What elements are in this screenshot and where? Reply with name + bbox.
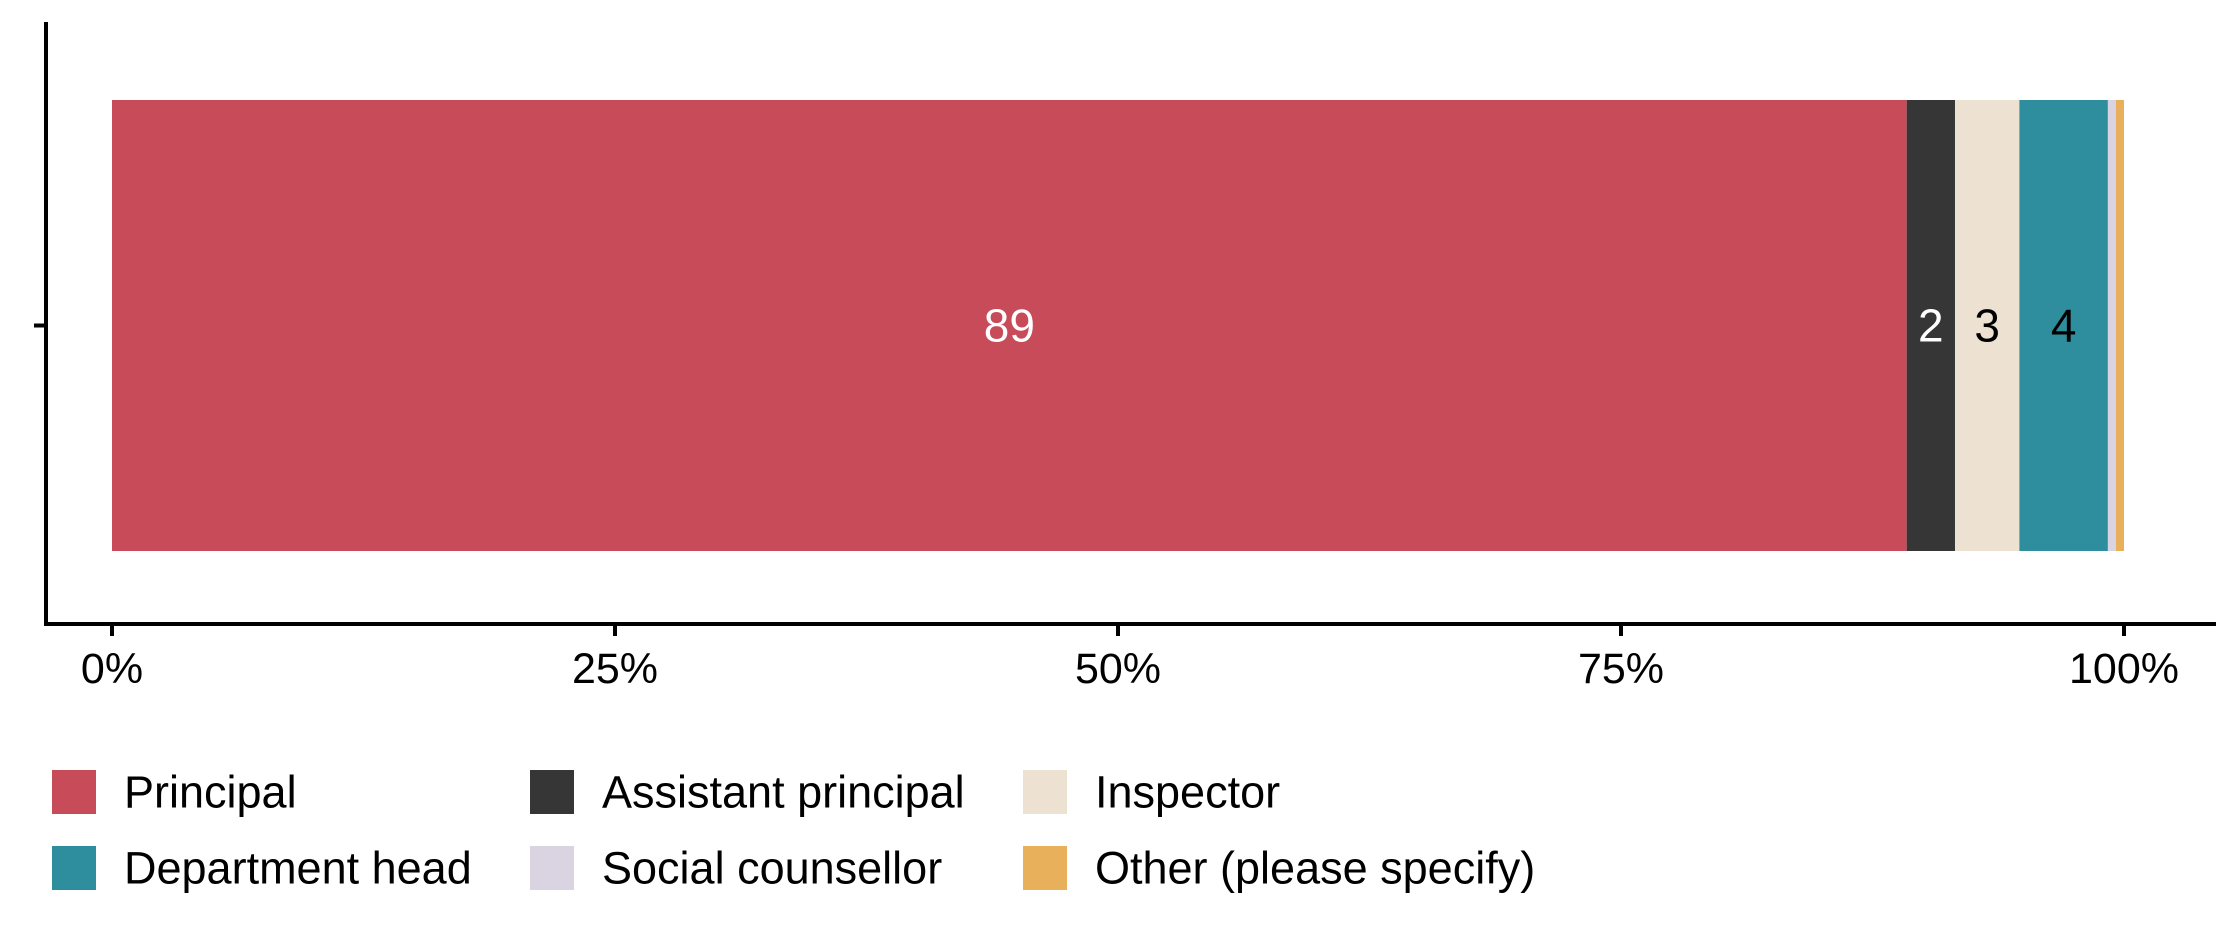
legend-swatch — [52, 846, 96, 890]
x-tick-label: 100% — [2069, 645, 2179, 693]
bar-segment-inspector — [1954, 100, 2020, 551]
bar-segment-social-counsellor — [2107, 100, 2116, 551]
legend-label: Assistant principal — [602, 767, 965, 818]
data-label-principal: 89 — [984, 300, 1035, 352]
legend-item-principal: Principal — [52, 767, 297, 818]
bars-layer — [112, 100, 2124, 551]
legend-swatch — [1023, 846, 1067, 890]
x-tick-label: 25% — [572, 645, 658, 693]
bar-segment-assistant-principal — [1906, 100, 1955, 551]
legend-label: Other (please specify) — [1095, 843, 1535, 894]
legend-label: Department head — [124, 843, 472, 894]
legend-label: Social counsellor — [602, 843, 942, 894]
legend-item-other-please-specify: Other (please specify) — [1023, 843, 1535, 894]
legend: Principal Assistant principal Inspector Dep… — [52, 767, 1535, 894]
legend-label: Principal — [124, 767, 297, 818]
legend-label: Inspector — [1095, 767, 1280, 818]
data-label-assistant-principal: 2 — [1918, 300, 1944, 352]
axes-layer: 0% 25% 50% 75% 100% — [34, 22, 2216, 693]
x-tick-label: 75% — [1578, 645, 1664, 693]
data-label-inspector: 3 — [1974, 300, 2000, 352]
legend-swatch — [530, 846, 574, 890]
legend-swatch — [530, 770, 574, 814]
bar-segment-principal — [112, 100, 1907, 551]
legend-swatch — [1023, 770, 1067, 814]
legend-item-assistant-principal: Assistant principal — [530, 767, 965, 818]
legend-item-social-counsellor: Social counsellor — [530, 843, 942, 894]
data-labels-layer: 89 2 3 4 — [984, 300, 2077, 352]
x-tick-label: 0% — [81, 645, 143, 693]
x-tick-label: 50% — [1075, 645, 1161, 693]
legend-item-department-head: Department head — [52, 843, 472, 894]
data-label-department-head: 4 — [2051, 300, 2077, 352]
legend-item-inspector: Inspector — [1023, 767, 1280, 818]
bar-segment-department-head — [2019, 100, 2108, 551]
bar-segment-other-please-specify — [2115, 100, 2124, 551]
legend-swatch — [52, 770, 96, 814]
